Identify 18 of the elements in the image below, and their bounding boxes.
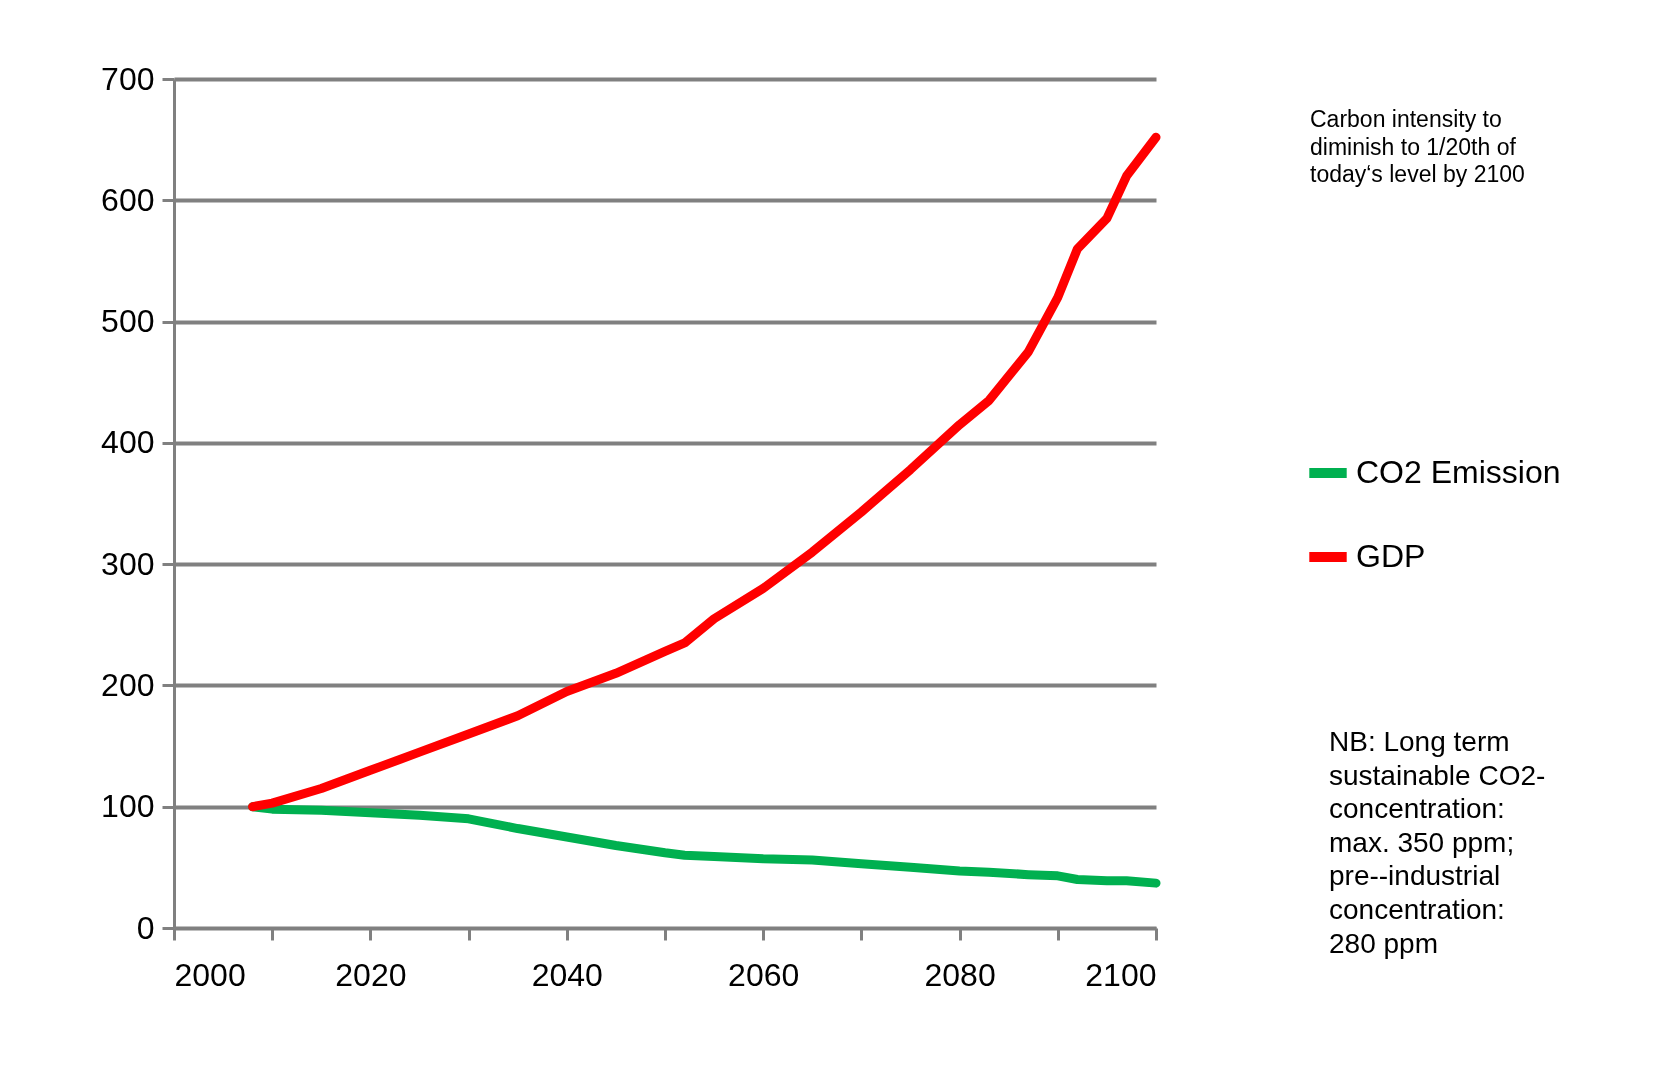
text: NB: Long term sustainable CO2- concentration: max. 350 ppm; pre--industrial concentration: 280 ppm (1329, 726, 1546, 959)
y-tick-label: 500 (101, 303, 155, 340)
y-tick-label: 300 (101, 545, 155, 582)
y-tick-label: 600 (101, 181, 155, 218)
text: Carbon intensity to diminish to 1/20th of today‘s level by 2100 (1310, 106, 1525, 188)
x-tick-label: 2020 (335, 956, 407, 993)
x-tick-label: 2100 (1085, 956, 1157, 993)
legend-label: GDP (1356, 538, 1426, 574)
y-tick-label: 0 (136, 909, 155, 946)
y-tick-label: 200 (101, 666, 155, 703)
y-tick-label: 100 (101, 788, 155, 825)
y-tick-label: 400 (101, 424, 155, 461)
x-tick-label: 2000 (174, 956, 246, 993)
x-tick-label: 2060 (728, 956, 800, 993)
y-tick-label: 700 (101, 60, 155, 97)
legend-label: CO2 Emission (1356, 454, 1561, 490)
x-tick-label: 2080 (924, 956, 996, 993)
x-tick-label: 2040 (531, 956, 603, 993)
